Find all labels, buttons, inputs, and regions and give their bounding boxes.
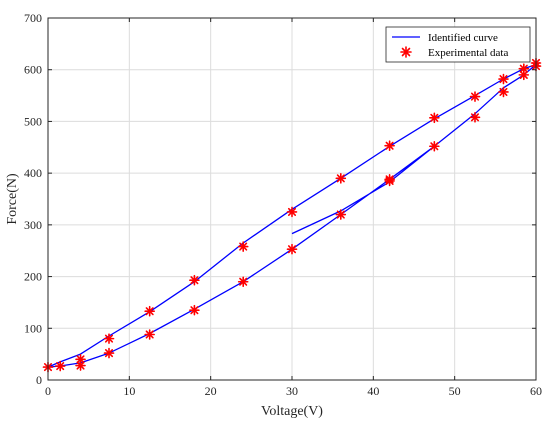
experimental-data-point	[103, 347, 115, 359]
y-tick-label: 0	[36, 373, 42, 387]
y-tick-label: 600	[24, 63, 42, 77]
experimental-data-point	[498, 73, 509, 85]
experimental-data-point	[429, 112, 440, 124]
experimental-data-point	[429, 140, 440, 152]
experimental-data-point	[384, 140, 395, 152]
legend-box	[385, 26, 531, 63]
experimental-data-point	[237, 276, 249, 288]
legend-label-curve: Identified curve	[428, 32, 498, 44]
legend-label-data: Experimental data	[428, 47, 508, 59]
experimental-data-point	[335, 173, 347, 184]
x-tick-label: 50	[449, 384, 461, 398]
x-tick-label: 0	[45, 384, 51, 398]
experimental-data-point	[103, 333, 115, 344]
experimental-data-point	[144, 305, 155, 317]
y-tick-label: 500	[24, 114, 42, 128]
y-tick-label: 700	[24, 11, 42, 25]
experimental-data-point	[75, 354, 86, 365]
x-tick-label: 30	[286, 384, 298, 398]
x-tick-label: 10	[123, 384, 135, 398]
x-tick-label: 20	[205, 384, 217, 398]
experimental-data-point	[54, 360, 66, 372]
y-tick-label: 400	[24, 166, 42, 180]
experimental-data-point	[286, 206, 298, 218]
experimental-data-point	[335, 209, 347, 220]
experimental-data-point	[384, 174, 395, 185]
x-tick-label: 40	[367, 384, 379, 398]
experimental-data-point	[189, 274, 200, 286]
y-tick-label: 200	[24, 270, 42, 284]
experimental-data-point	[189, 304, 200, 316]
experimental-data-point	[469, 91, 481, 102]
x-axis-label: Voltage(V)	[261, 404, 323, 419]
y-tick-label: 300	[24, 218, 42, 232]
legend: Identified curve Experimental data	[385, 26, 531, 63]
experimental-data-point	[498, 86, 509, 98]
grid	[48, 18, 536, 380]
experimental-data-point	[237, 241, 249, 252]
x-tick-label: 60	[530, 384, 542, 398]
experimental-data-point	[144, 329, 155, 340]
experimental-data-point	[518, 63, 530, 74]
y-tick-label: 100	[24, 321, 42, 335]
y-axis-label: Force(N)	[5, 173, 20, 225]
legend-star-marker	[400, 46, 412, 58]
experimental-data-point	[286, 243, 298, 255]
experimental-data-point	[469, 111, 481, 123]
identified-curve-line	[47, 63, 537, 368]
